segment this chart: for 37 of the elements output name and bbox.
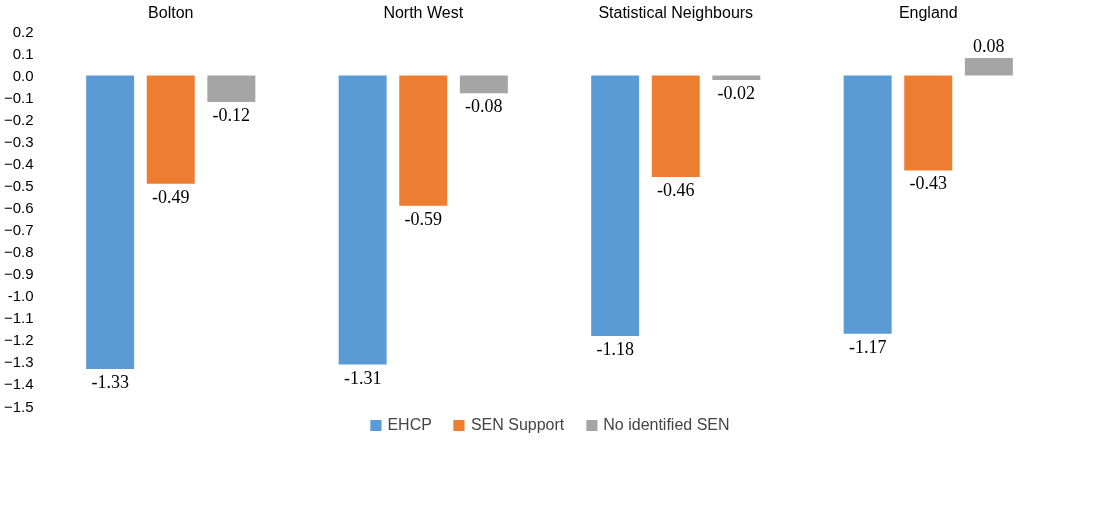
data-label: -1.33	[91, 372, 129, 392]
y-tick-label: −0.5	[3, 176, 34, 194]
data-label: -1.17	[848, 336, 887, 357]
data-label: -0.12	[212, 105, 251, 126]
data-label: -1.18	[596, 338, 634, 359]
y-tick-label: −0.9	[3, 265, 34, 283]
data-label: -0.46	[657, 180, 695, 201]
y-tick-label: −0.2	[3, 110, 34, 128]
data-label: -1.31	[343, 367, 382, 388]
y-tick-label: 0.2	[12, 22, 34, 40]
x-tick-label: Statistical Neighbours	[598, 3, 754, 21]
y-tick-label: -1.0	[7, 287, 34, 305]
data-label: -0.59	[404, 208, 442, 229]
y-tick-label: −0.8	[3, 243, 34, 261]
y-tick-label: −0.1	[3, 88, 34, 106]
data-label: -0.49	[152, 186, 190, 207]
x-tick-label: England	[898, 3, 958, 21]
data-label: 0.08	[973, 35, 1005, 56]
data-label: -0.02	[717, 83, 756, 104]
y-tick-label: −0.4	[3, 154, 34, 172]
legend-label: SEN Support	[470, 416, 565, 434]
y-tick-label: −0.6	[3, 198, 34, 216]
y-tick-label: −1.3	[3, 353, 34, 371]
y-tick-label: −1.1	[3, 309, 34, 327]
data-label: -0.43	[909, 173, 947, 194]
x-tick-label: Bolton	[148, 3, 194, 21]
y-tick-label: 0.0	[12, 66, 34, 84]
legend-label: EHCP	[387, 416, 432, 434]
x-tick-label: North West	[383, 3, 464, 21]
y-tick-label: −0.7	[3, 221, 34, 239]
y-tick-label: −1.4	[3, 375, 34, 393]
data-label: -0.08	[465, 96, 503, 117]
y-tick-label: −1.5	[3, 397, 34, 415]
y-tick-label: −0.3	[3, 132, 34, 150]
legend-label: No identified SEN	[603, 416, 730, 434]
y-tick-label: −1.2	[3, 331, 34, 349]
y-tick-label: 0.1	[12, 44, 34, 62]
